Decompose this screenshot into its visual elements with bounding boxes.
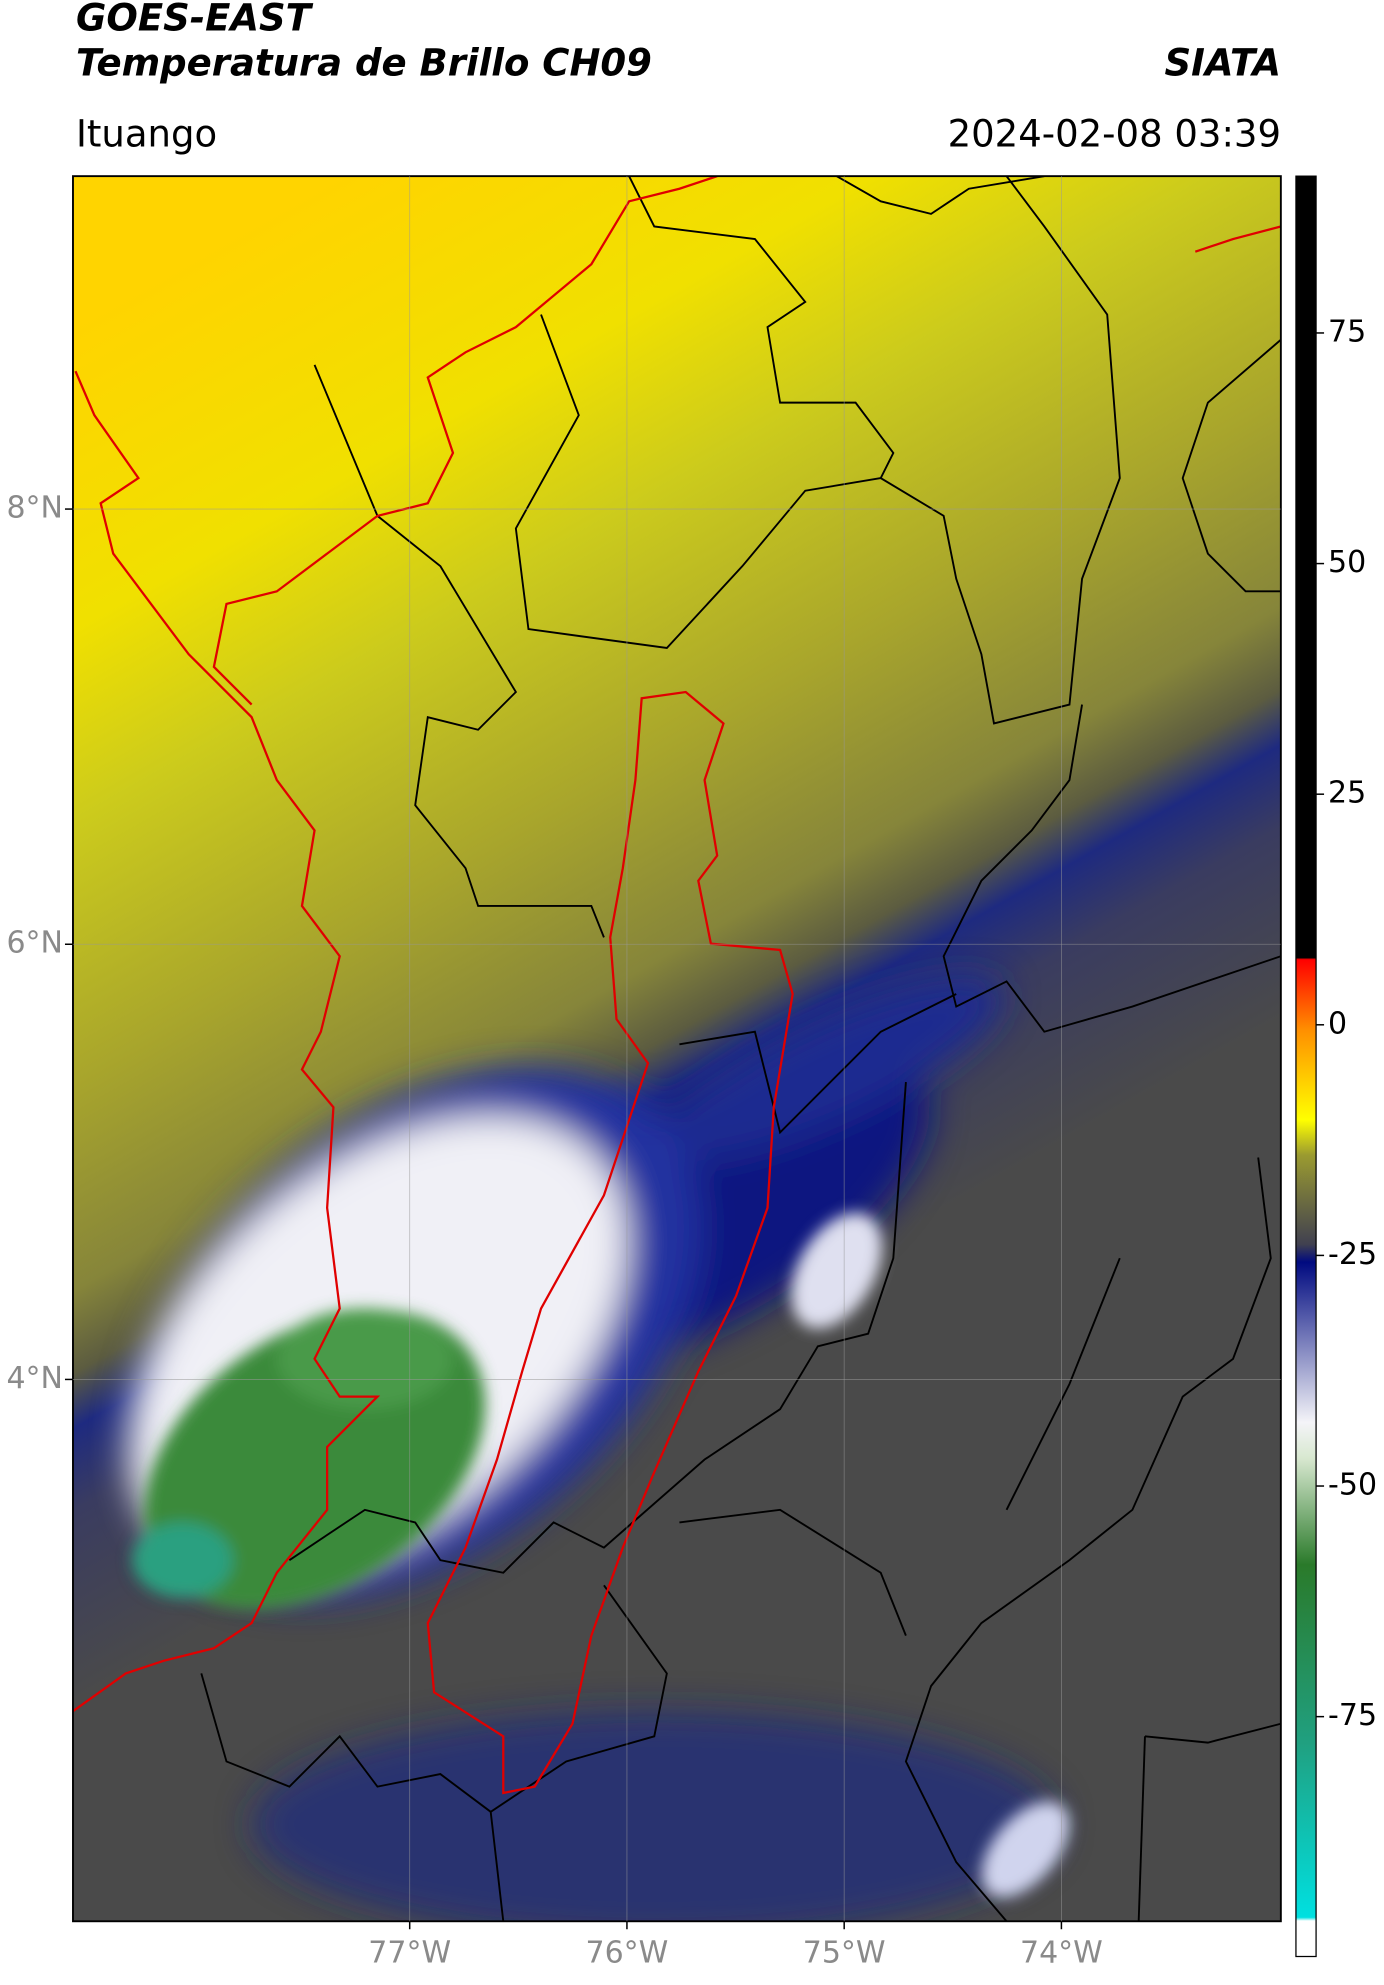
lat-tick-label: 4°N (6, 1361, 63, 1396)
title: GOES-EAST (76, 0, 314, 40)
colorbar-tick-label: 75 (1328, 314, 1366, 349)
datetime: 2024-02-08 03:39 (948, 113, 1281, 156)
lon-tick-label: 76°W (586, 1936, 669, 1971)
lat-tick-label: 8°N (6, 491, 63, 526)
colorbar-tick-label: 50 (1328, 545, 1366, 580)
subtitle: Temperatura de Brillo CH09 (76, 42, 652, 85)
colorbar-tick-label: -50 (1328, 1468, 1377, 1503)
colorbar-tick-label: -75 (1328, 1698, 1377, 1733)
colorbar-tick-label: -25 (1328, 1237, 1377, 1272)
lon-tick-label: 74°W (1020, 1936, 1103, 1971)
colorbar-tick-label: 25 (1328, 776, 1366, 811)
colorbar-tick-label: 0 (1328, 1006, 1347, 1041)
lat-tick-label: 6°N (6, 926, 63, 961)
region: Ituango (76, 113, 217, 156)
lon-tick-label: 75°W (803, 1936, 886, 1971)
lon-tick-label: 77°W (368, 1936, 451, 1971)
source: SIATA (1164, 42, 1281, 85)
map-imagery (72, 175, 1317, 1958)
